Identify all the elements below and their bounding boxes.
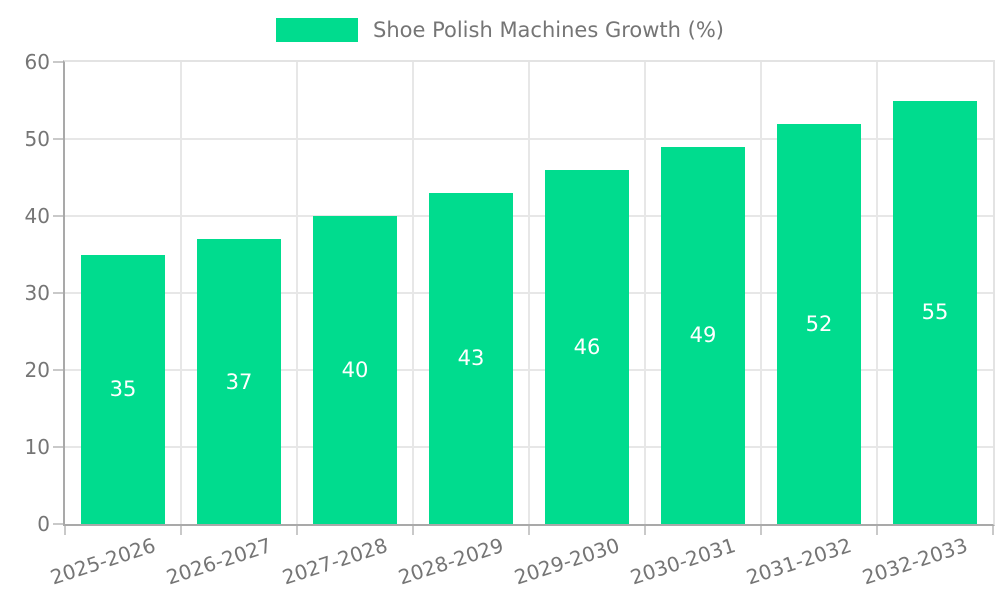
bar-value-label: 52 (805, 311, 833, 336)
x-tick-mark (412, 526, 414, 535)
bar-value-label: 35 (109, 377, 137, 402)
y-axis-tick-label: 20 (24, 358, 50, 382)
y-tick-mark (53, 523, 63, 525)
x-gridline (644, 62, 646, 524)
x-tick-mark (760, 526, 762, 535)
x-tick-mark (180, 526, 182, 535)
plot-area: 35 37 40 43 46 49 52 55 (53, 60, 995, 535)
y-tick-mark (53, 138, 63, 140)
y-axis-tick-label: 0 (37, 512, 50, 536)
bar (661, 146, 745, 524)
bar (81, 254, 165, 524)
x-axis-tick-label: 2030-2031 (627, 533, 739, 590)
x-axis-tick-label: 2025-2026 (47, 533, 159, 590)
x-tick-mark (876, 526, 878, 535)
x-axis-tick-label: 2032-2033 (859, 533, 971, 590)
bar-value-label: 55 (921, 300, 949, 325)
y-axis-tick-label: 30 (24, 281, 50, 305)
chart-legend: Shoe Polish Machines Growth (%) (0, 18, 1000, 42)
y-axis-tick-label: 50 (24, 127, 50, 151)
bar-value-label: 46 (573, 334, 601, 359)
bar-value-label: 49 (689, 323, 717, 348)
y-axis-tick-label: 10 (24, 435, 50, 459)
x-axis-tick-label: 2027-2028 (279, 533, 391, 590)
x-gridline (760, 62, 762, 524)
x-gridline (296, 62, 298, 524)
x-tick-mark (644, 526, 646, 535)
bar-value-label: 43 (457, 346, 485, 371)
y-tick-mark (53, 61, 63, 63)
bar (313, 216, 397, 524)
x-axis-tick-label: 2029-2030 (511, 533, 623, 590)
bar-value-label: 37 (225, 369, 253, 394)
x-gridline (412, 62, 414, 524)
y-axis-tick-label: 60 (24, 50, 50, 74)
x-gridline (180, 62, 182, 524)
x-tick-mark (64, 526, 66, 535)
legend-label: Shoe Polish Machines Growth (%) (373, 18, 724, 42)
bar (777, 123, 861, 524)
y-tick-mark (53, 446, 63, 448)
y-tick-mark (53, 369, 63, 371)
x-axis-tick-label: 2028-2029 (395, 533, 507, 590)
bar (429, 192, 513, 524)
bar (545, 169, 629, 524)
y-axis-tick-label: 40 (24, 204, 50, 228)
y-tick-mark (53, 215, 63, 217)
y-tick-mark (53, 292, 63, 294)
x-tick-mark (992, 526, 994, 535)
bar (893, 100, 977, 524)
x-tick-mark (528, 526, 530, 535)
x-axis-tick-label: 2026-2027 (163, 533, 275, 590)
x-axis-tick-label: 2031-2032 (743, 533, 855, 590)
x-gridline (876, 62, 878, 524)
bar-value-label: 40 (341, 358, 369, 382)
legend-swatch-icon (276, 18, 358, 42)
x-gridline (528, 62, 530, 524)
bar (197, 239, 281, 524)
x-tick-mark (296, 526, 298, 535)
